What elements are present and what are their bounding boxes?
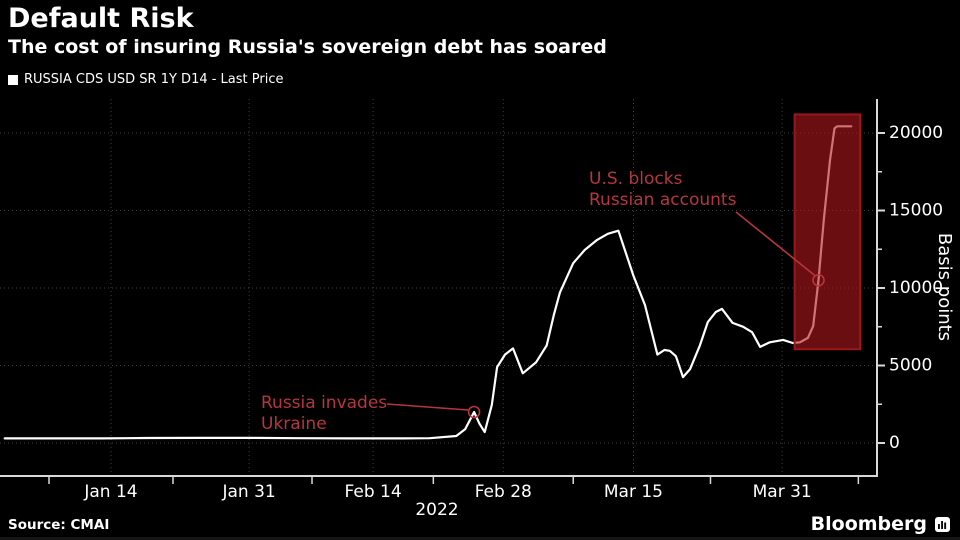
x-tick-label: Mar 31 bbox=[753, 482, 812, 502]
bottom-divider bbox=[0, 537, 960, 540]
y-tick-label: 5000 bbox=[889, 356, 932, 376]
page-title: Default Risk bbox=[8, 3, 194, 34]
legend: RUSSIA CDS USD SR 1Y D14 - Last Price bbox=[8, 72, 284, 87]
x-tick-label: Jan 14 bbox=[83, 482, 137, 502]
y-axis-title: Basis points bbox=[934, 233, 955, 341]
legend-swatch-icon bbox=[8, 74, 18, 85]
axes: 0 5000 10000 15000 20000 Jan 14 Jan 31 Feb 14 Fe… bbox=[0, 99, 955, 520]
bloomberg-wordmark: Bloomberg bbox=[810, 513, 927, 535]
leader-line bbox=[735, 211, 816, 276]
annotation-russia-invades: Russia invades Ukraine bbox=[261, 393, 387, 435]
annotation-us-blocks: U.S. blocks Russian accounts bbox=[589, 169, 736, 211]
price-line bbox=[3, 125, 853, 440]
source-note: Source: CMAI bbox=[8, 517, 110, 533]
target-circle bbox=[812, 273, 825, 287]
target-circle bbox=[467, 405, 481, 419]
y-tick-label: 15000 bbox=[889, 201, 943, 221]
year-label: 2022 bbox=[415, 500, 458, 520]
annotation-text: Ukraine bbox=[261, 414, 327, 434]
x-tick-label: Feb 14 bbox=[345, 482, 402, 502]
highlight-box bbox=[793, 113, 862, 351]
legend-label: RUSSIA CDS USD SR 1Y D14 - Last Price bbox=[24, 72, 284, 87]
surge-highlight-rect bbox=[793, 113, 862, 351]
x-tick-label: Feb 28 bbox=[475, 482, 532, 502]
annotation-markers bbox=[386, 211, 825, 419]
bloomberg-logo: Bloomberg bbox=[811, 513, 950, 535]
gridlines bbox=[0, 99, 877, 476]
annotation-text: Russia invades bbox=[261, 393, 388, 413]
y-tick-label: 0 bbox=[889, 433, 900, 453]
chart-subtitle: The cost of insuring Russia's sovereign … bbox=[8, 36, 607, 58]
cds-price-path bbox=[3, 125, 853, 440]
bloomberg-bars-icon bbox=[935, 516, 950, 532]
x-tick-label: Mar 15 bbox=[604, 482, 663, 502]
annotation-text: Russian accounts bbox=[589, 190, 737, 210]
leader-line bbox=[386, 403, 469, 411]
annotation-text: U.S. blocks bbox=[589, 169, 683, 189]
y-tick-label: 20000 bbox=[889, 123, 943, 143]
y-tick-label: 10000 bbox=[889, 278, 943, 298]
x-tick-label: Jan 31 bbox=[222, 482, 276, 502]
